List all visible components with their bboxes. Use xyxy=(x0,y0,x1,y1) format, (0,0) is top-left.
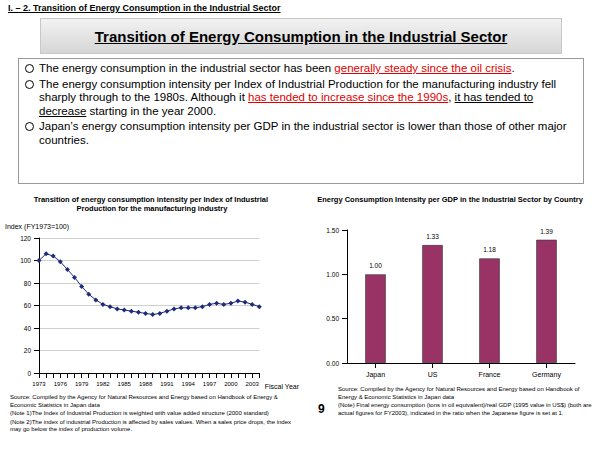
svg-text:Transition of energy consumpti: Transition of energy consumption intensi… xyxy=(34,195,270,204)
html-text:Transition of Energy Consumpti: Transition of Energy Consumption in the … xyxy=(94,27,508,45)
svg-text:1997: 1997 xyxy=(203,381,217,387)
svg-text:1988: 1988 xyxy=(139,381,153,387)
html-text:Japan’s energy consumption int: Japan’s energy consumption intensity per… xyxy=(39,120,567,146)
html-text:Source: Compiled by the Agency: Source: Compiled by the Agency for Natur… xyxy=(338,386,580,400)
html-text:(Note) Final energy consumptio: (Note) Final energy consumption (tons in… xyxy=(338,402,592,416)
svg-text:60: 60 xyxy=(24,302,32,309)
svg-text:100: 100 xyxy=(20,257,31,264)
html-text:I. – 2. Transition of Energy C: I. – 2. Transition of Energy Consumption… xyxy=(8,3,281,13)
svg-text:0.00: 0.00 xyxy=(326,360,339,367)
svg-text:1.50: 1.50 xyxy=(326,227,339,234)
svg-text:40: 40 xyxy=(24,325,32,332)
svg-text:80: 80 xyxy=(24,280,32,287)
html-text:9: 9 xyxy=(318,402,325,416)
svg-text:1.18: 1.18 xyxy=(483,246,496,253)
svg-text:Energy Consumption Intensity p: Energy Consumption Intensity per GDP in … xyxy=(317,195,584,204)
svg-text:1991: 1991 xyxy=(160,381,174,387)
html-text:The energy consumption in the: The energy consumption in the industrial… xyxy=(39,62,515,74)
svg-text:1.39: 1.39 xyxy=(540,228,553,235)
svg-text:Fiscal Year: Fiscal Year xyxy=(265,383,300,390)
svg-text:Japan: Japan xyxy=(366,371,385,379)
svg-text:Index (FY1973=100): Index (FY1973=100) xyxy=(5,223,69,231)
svg-text:1.00: 1.00 xyxy=(326,271,339,278)
svg-text:1982: 1982 xyxy=(96,381,110,387)
svg-text:2003: 2003 xyxy=(245,381,259,387)
svg-text:1973: 1973 xyxy=(32,381,46,387)
svg-text:120: 120 xyxy=(20,235,31,242)
html-text:(Note 1)The Index of Industria: (Note 1)The Index of Industrial Producti… xyxy=(10,410,269,416)
svg-text:1.00: 1.00 xyxy=(369,262,382,269)
html-text:(Note 2)The index of industria: (Note 2)The index of industrial Producti… xyxy=(10,418,291,432)
svg-text:1994: 1994 xyxy=(182,381,196,387)
svg-text:1.33: 1.33 xyxy=(426,233,439,240)
svg-text:0.50: 0.50 xyxy=(326,315,339,322)
svg-text:US: US xyxy=(428,371,438,378)
svg-text:2000: 2000 xyxy=(224,381,238,387)
html-text:Source: Compiled by the Agency: Source: Compiled by the Agency for Natur… xyxy=(10,394,278,408)
svg-text:0: 0 xyxy=(27,370,31,377)
svg-text:Germany: Germany xyxy=(532,371,561,379)
svg-text:1976: 1976 xyxy=(54,381,68,387)
svg-text:France: France xyxy=(479,371,501,378)
svg-text:20: 20 xyxy=(24,347,32,354)
svg-text:1979: 1979 xyxy=(75,381,89,387)
svg-text:Production for the manufacturi: Production for the manufacturing industr… xyxy=(77,204,229,213)
svg-text:1985: 1985 xyxy=(118,381,132,387)
html-text:The energy consumption intensi: The energy consumption intensity per Ind… xyxy=(39,77,557,117)
